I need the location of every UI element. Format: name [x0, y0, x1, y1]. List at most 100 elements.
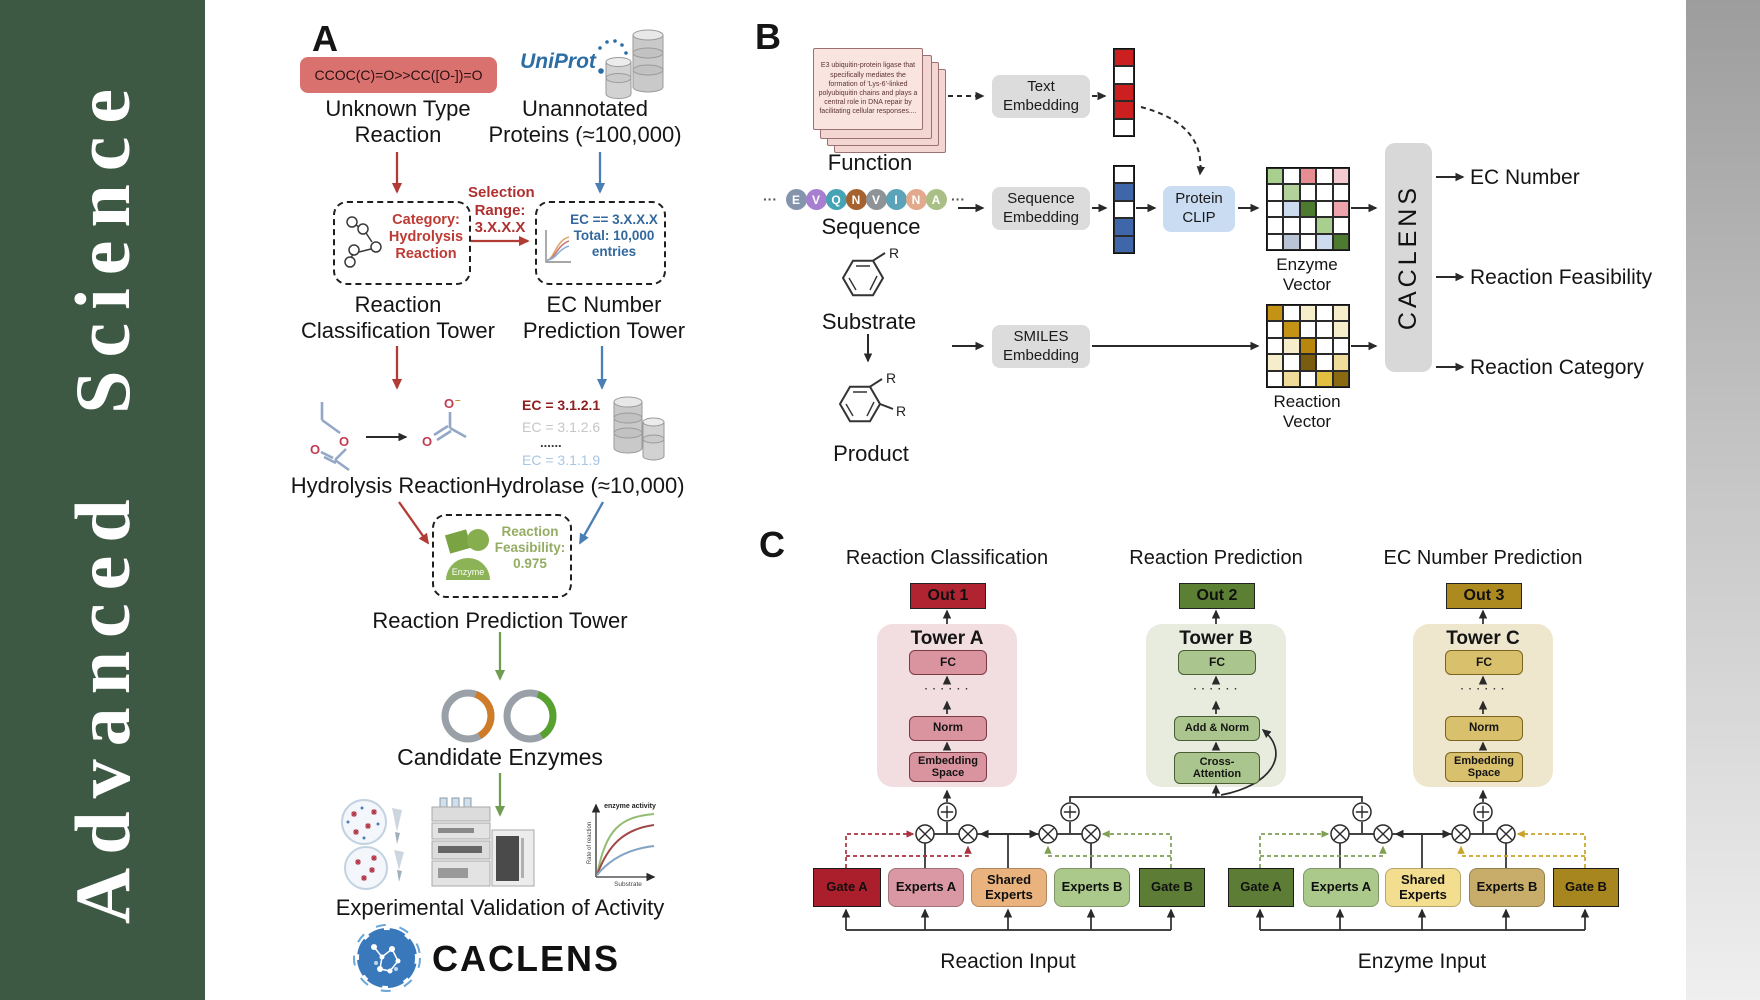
hydrolase-label: Hydrolase (≈10,000): [485, 473, 685, 498]
cell-assay-icon: [341, 799, 404, 890]
reaction-shared-experts-box: Shared Experts: [971, 868, 1047, 907]
caclens-module-label: CACLENS: [1394, 184, 1422, 331]
sequence-ellipsis-left: ···: [763, 191, 777, 207]
reaction-feasibility-box: [432, 514, 572, 598]
tower-b-dots: · · · · · ·: [1193, 684, 1239, 695]
enzyme-vector-grid: [1266, 167, 1350, 251]
enzyme-activity-plot: enzyme activity Rate of reaction Substra…: [587, 803, 656, 888]
multiply-icon: [1038, 824, 1058, 844]
sequence-token: Q: [825, 189, 847, 210]
hydrolysis-reaction-label: Hydrolysis Reaction: [290, 473, 486, 498]
multiply-icon: [1451, 824, 1471, 844]
add-icon: [1473, 802, 1493, 822]
reaction-vector-label: Reaction Vector: [1273, 392, 1341, 432]
caclens-module: CACLENS: [1385, 143, 1432, 372]
output-ec-number: EC Number: [1470, 166, 1580, 189]
plot-xlabel: Substrate: [614, 881, 642, 888]
tower-c-fc-box: FC: [1445, 650, 1523, 675]
tower-c-embedding-space-box: Embedding Space: [1445, 752, 1523, 782]
plot-ylabel: Rate of reaction: [587, 822, 593, 864]
multiply-icon: [915, 824, 935, 844]
header-reaction-prediction: Reaction Prediction: [1129, 547, 1303, 569]
out-2-box: Out 2: [1179, 583, 1255, 609]
tower-b-title: Tower B: [1179, 628, 1253, 649]
experimental-validation-label: Experimental Validation of Activity: [335, 895, 665, 920]
svg-text:O: O: [444, 396, 454, 411]
ec-item-3: EC = 3.1.1.9: [522, 452, 601, 468]
curves-icon: [545, 230, 571, 263]
product-label: Product: [833, 441, 909, 466]
tower-c-title: Tower C: [1446, 628, 1520, 649]
journal-name: Advanced Science: [58, 75, 146, 925]
hplc-instrument-icon: [431, 797, 535, 887]
multiply-icon: [1373, 824, 1393, 844]
header-ec-number-prediction: EC Number Prediction: [1383, 547, 1583, 569]
ec-item-2: EC = 3.1.2.6: [522, 419, 601, 435]
panel-a-label: A: [312, 18, 338, 59]
enzyme-gate-b-box: Gate B: [1553, 868, 1619, 907]
uniprot-logo: UniProt: [520, 50, 596, 73]
enzyme-input-label: Enzyme Input: [1357, 950, 1487, 973]
function-label: Function: [827, 150, 913, 175]
caclens-logo-icon: [353, 924, 421, 992]
tower-b-add-norm-box: Add & Norm: [1174, 716, 1260, 741]
add-icon: [1352, 802, 1372, 822]
output-reaction-category: Reaction Category: [1470, 356, 1644, 379]
tower-a-embedding-space-box: Embedding Space: [909, 752, 987, 782]
reaction-gate-b-box: Gate B: [1139, 868, 1205, 907]
database-icon: [613, 396, 665, 461]
plasmid-icons: [441, 689, 557, 743]
panel-c-label: C: [759, 524, 785, 565]
tower-c-norm-box: Norm: [1445, 716, 1523, 741]
tower-a-norm-box: Norm: [909, 716, 987, 741]
tower-a-title: Tower A: [910, 628, 984, 649]
out-3-box: Out 3: [1446, 583, 1522, 609]
candidate-enzymes-label: Candidate Enzymes: [397, 744, 603, 770]
multiply-icon: [1081, 824, 1101, 844]
carboxylate-molecule-icon: O – O: [422, 395, 467, 449]
function-card: E3 ubiquitin-protein ligase that specifi…: [813, 48, 923, 130]
reaction-input-label: Reaction Input: [940, 950, 1076, 973]
output-reaction-feasibility: Reaction Feasibility: [1470, 266, 1653, 289]
sequence-embedding-vector: [1113, 165, 1135, 254]
ec-number-prediction-tower-label: EC Number Prediction Tower: [522, 292, 686, 343]
plot-curve-label: enzyme activity: [604, 803, 656, 810]
svg-text:–: –: [455, 395, 461, 406]
ec-item-1: EC = 3.1.2.1: [522, 397, 601, 413]
tower-c-dots: · · · · · ·: [1460, 684, 1506, 695]
database-icon: [605, 29, 664, 99]
tower-a-fc-box: FC: [909, 650, 987, 675]
tower-b-fc-box: FC: [1178, 650, 1256, 675]
reaction-classification-box: [333, 201, 471, 285]
text-embedding-vector: [1113, 48, 1135, 137]
ester-molecule-icon: O O: [310, 402, 350, 472]
enzyme-shared-experts-box: Shared Experts: [1385, 868, 1461, 907]
product-molecule-icon: R R: [838, 370, 906, 423]
panel-b-label: B: [755, 16, 781, 57]
text-embedding-box: Text Embedding: [992, 75, 1090, 118]
ec-item-ellipsis: ......: [540, 435, 562, 450]
caclens-brand-label: CACLENS: [432, 938, 621, 979]
svg-text:O: O: [422, 434, 432, 449]
reaction-classification-tower-label: Reaction Classification Tower: [300, 292, 495, 343]
ec-selection-box: [535, 201, 666, 285]
sequence-token: A: [925, 189, 947, 210]
substrate-label: Substrate: [821, 309, 917, 334]
reaction-experts-b-box: Experts B: [1054, 868, 1130, 907]
enzyme-experts-a-box: Experts A: [1303, 868, 1379, 907]
sequence-token: N: [845, 189, 867, 210]
substrate-molecule-icon: R: [841, 246, 899, 297]
header-reaction-classification: Reaction Classification: [845, 547, 1049, 569]
substrate-r-group: R: [889, 246, 899, 261]
protein-clip-box: Protein CLIP: [1163, 186, 1235, 232]
unannotated-proteins-label: Unannotated Proteins (≈100,000): [488, 96, 682, 147]
add-icon: [937, 802, 957, 822]
multiply-icon: [1330, 824, 1350, 844]
product-r-group-2: R: [896, 403, 906, 419]
multiply-icon: [1496, 824, 1516, 844]
ec-range-label: EC == 3.X.X.X Total: 10,000 entries: [570, 212, 658, 259]
out-1-box: Out 1: [910, 583, 986, 609]
enzyme-icon: Enzyme: [444, 529, 490, 580]
